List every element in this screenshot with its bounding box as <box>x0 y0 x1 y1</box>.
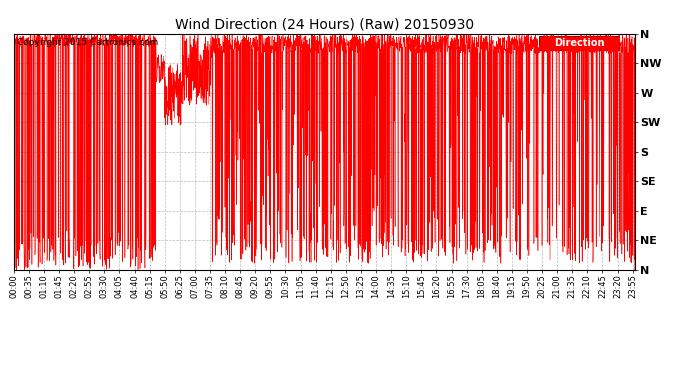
Text: Direction: Direction <box>553 38 604 48</box>
FancyBboxPatch shape <box>539 36 620 50</box>
Title: Wind Direction (24 Hours) (Raw) 20150930: Wind Direction (24 Hours) (Raw) 20150930 <box>175 17 474 31</box>
Text: Copyright 2015 Cartronics.com: Copyright 2015 Cartronics.com <box>17 39 158 48</box>
